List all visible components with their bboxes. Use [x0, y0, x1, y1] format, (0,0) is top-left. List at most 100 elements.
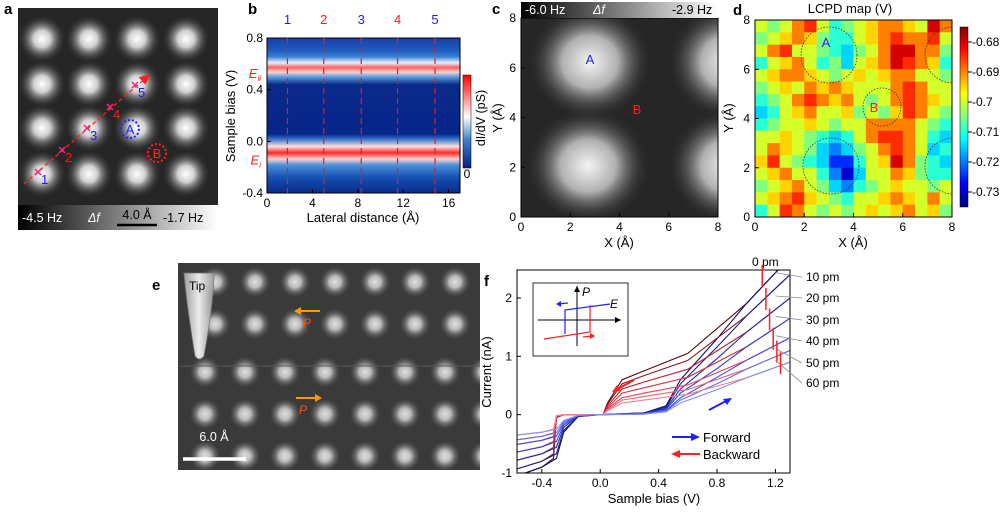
heatmap-cell: [939, 56, 952, 70]
heatmap-cell: [890, 56, 904, 70]
heatmap-cell: [791, 155, 805, 169]
heatmap-cell: [841, 204, 854, 217]
heatmap-cell: [865, 167, 879, 181]
marker-label: 2: [65, 150, 72, 165]
bright-spot: [65, 60, 113, 108]
heatmap-cell: [878, 32, 891, 45]
heatmap-cell: [804, 56, 817, 70]
heatmap-cell: [927, 192, 940, 205]
heatmap-cell: [915, 56, 928, 70]
colorbar-b: [462, 74, 472, 169]
colorbar-c-max: -2.9 Hz: [672, 3, 712, 17]
heatmap-cell: [804, 130, 817, 144]
heatmap-cell: [779, 180, 793, 193]
heatmap-cell: [927, 130, 940, 144]
heatmap-cell: [755, 192, 768, 205]
y-tick-label: 1: [505, 349, 512, 363]
bright-spot: [438, 307, 472, 341]
heatmap-cell: [779, 118, 793, 132]
heatmap-cell: [791, 56, 805, 70]
bright-spot: [228, 397, 262, 431]
bright-spot: [348, 397, 382, 431]
colorbar-tick-label: -0.72: [972, 155, 1000, 169]
y-tick-label: 2: [743, 161, 750, 175]
heatmap-cell: [902, 81, 916, 95]
heatmap-cell: [927, 118, 940, 132]
heatmap-cell: [779, 130, 793, 144]
colorbar-tick-label: -0.69: [972, 65, 1000, 79]
heatmap-cell: [865, 44, 879, 58]
panel-e-afm-image: Tip P P 6.0 Å: [178, 263, 480, 470]
heatmap-cell: [878, 69, 891, 82]
heatmap-cell: [939, 93, 952, 107]
y-tick-label: -1: [501, 466, 512, 480]
heatmap-cell: [890, 155, 904, 169]
x-tick-label: 0: [264, 196, 271, 210]
heatmap-cell: [755, 204, 768, 217]
site-a-label: A: [586, 52, 595, 67]
plot-frame-f: [516, 269, 791, 474]
heatmap-cell: [755, 106, 768, 119]
heatmap-cell: [865, 69, 879, 82]
arrowhead-icon: [315, 394, 322, 402]
heatmap-cell: [878, 192, 891, 205]
heatmap-cell: [828, 106, 842, 119]
heatmap-cell: [779, 155, 793, 169]
heatmap-cell: [841, 81, 854, 95]
colorbar-b-title: dI/dV (pS): [474, 90, 488, 146]
heatmap-cell: [755, 93, 768, 107]
x-tick-label: 0.0: [592, 476, 609, 490]
colorbar-a-min: -4.5 Hz: [22, 211, 62, 225]
heatmap-cell: [902, 56, 916, 70]
heatmap-cell: [927, 69, 940, 82]
heatmap-cell: [816, 192, 830, 205]
panel-a-afm-image: 1 2 3 4 5 A B -4.5 Hz Δf 4.0 Å -1.7 Hz: [18, 8, 218, 230]
bright-spot: [162, 104, 210, 152]
heatmap-cell: [902, 93, 916, 107]
x-tick-label: 6: [899, 220, 906, 234]
heatmap-cell: [853, 106, 867, 119]
panel-label-f: f: [484, 273, 490, 290]
y-tick-label: 2: [505, 291, 512, 305]
heatmap-cell: [915, 204, 928, 217]
backward-loop: [543, 305, 591, 340]
heatmap-cell: [828, 155, 842, 169]
bright-spot: [188, 397, 222, 431]
x-tick-label: 0.4: [650, 476, 667, 490]
x-axis-label-b: Lateral distance (Å): [307, 210, 420, 225]
cross-marker-icon: [34, 168, 42, 176]
site-a-circle: [120, 119, 140, 139]
colorbar-a-max: -1.7 Hz: [163, 211, 203, 225]
heatmap-cell: [939, 180, 952, 193]
heatmap-cell: [865, 143, 879, 156]
heatmap-cell: [915, 143, 928, 156]
chart-title-d: LCPD map (V): [808, 1, 893, 16]
bright-spot: [428, 397, 462, 431]
heatmap-cell: [939, 130, 952, 144]
heatmap-cell: [927, 143, 940, 156]
bright-spot: [162, 150, 210, 198]
y-axis-label-c: Y (Å): [490, 103, 505, 132]
series-label: 30 pm: [806, 313, 839, 327]
panel-label-e: e: [152, 277, 160, 294]
bright-spot: [188, 439, 222, 470]
heatmap-cell: [816, 32, 830, 45]
bright-spot: [188, 355, 222, 389]
arrowhead-icon: [691, 433, 700, 441]
heatmap-cell: [915, 93, 928, 107]
heatmap-cell: [779, 167, 793, 181]
heatmap-cell: [767, 118, 780, 132]
heatmap-cell: [915, 192, 928, 205]
bright-spot: [348, 355, 382, 389]
arrowhead-icon: [615, 317, 621, 323]
heatmap-cell: [939, 81, 952, 95]
y-axis-label-b: Sample bias (V): [223, 70, 238, 162]
backward-curve: [517, 361, 790, 436]
heatmap-cell: [755, 167, 768, 181]
heatmap-cell: [939, 155, 952, 169]
bright-spot: [308, 439, 342, 470]
series-label: 60 pm: [806, 376, 839, 390]
panel-label-d: d: [733, 2, 742, 19]
